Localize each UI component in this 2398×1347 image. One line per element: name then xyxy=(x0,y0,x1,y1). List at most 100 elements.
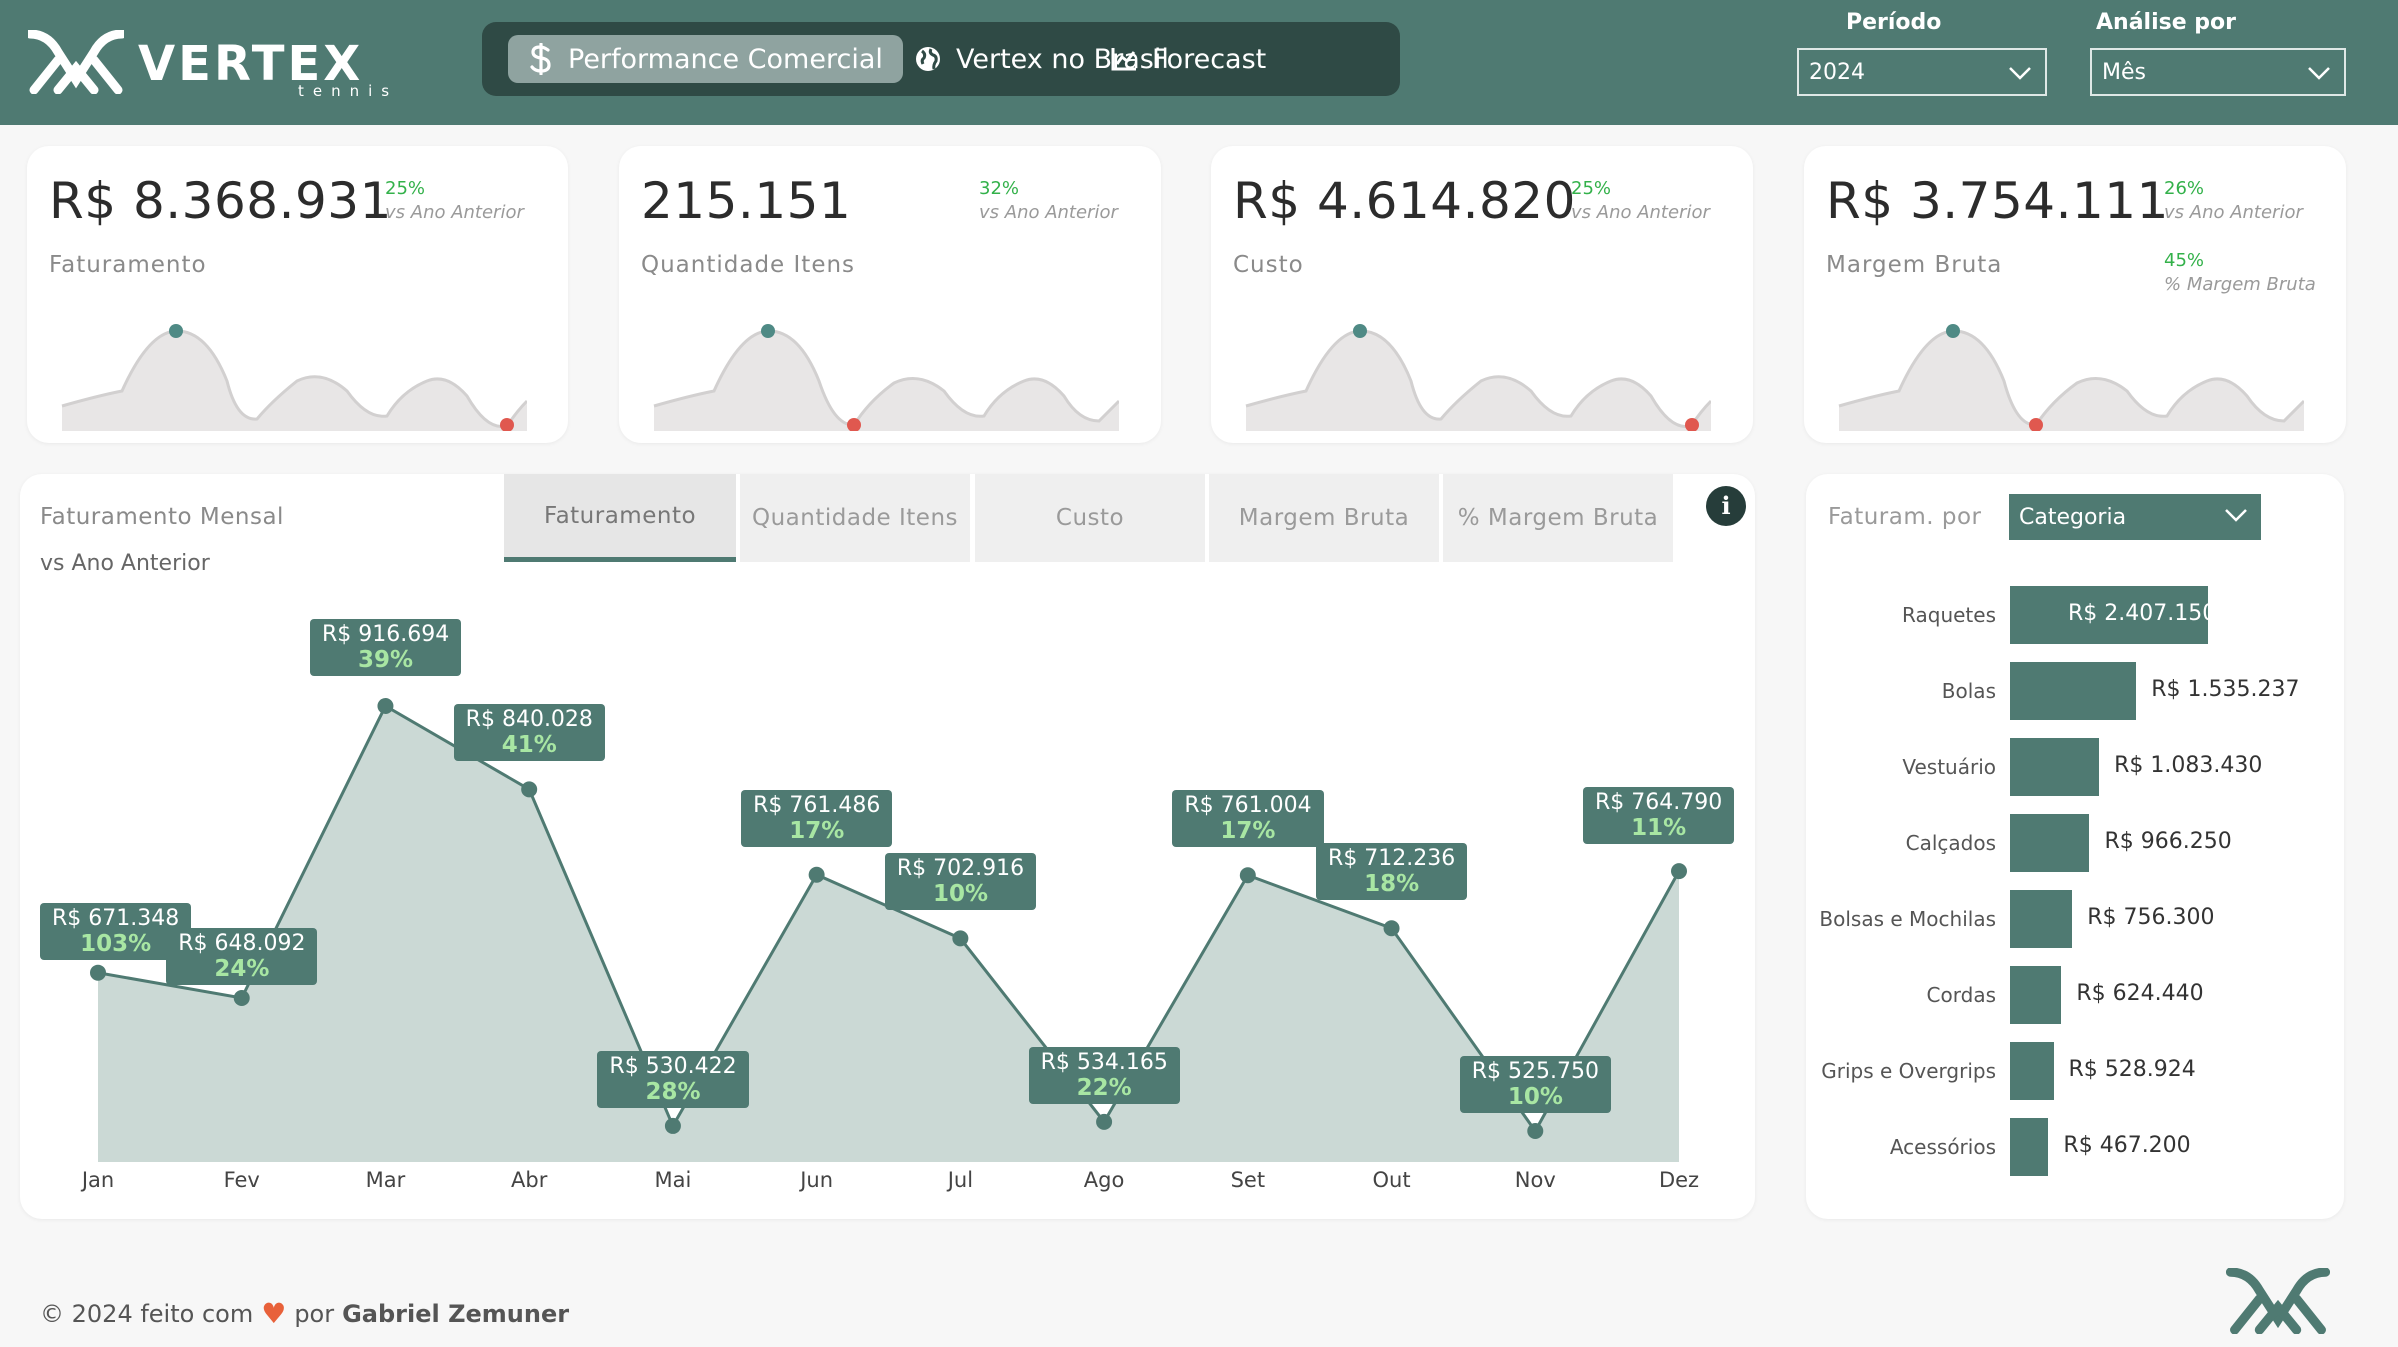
category-bar[interactable] xyxy=(2010,890,2073,948)
trend-chart-icon xyxy=(1111,48,1136,71)
data-label: R$ 712.236 18% xyxy=(1316,843,1468,901)
chart-title: Faturamento Mensal xyxy=(40,504,284,530)
data-label-value: R$ 761.004 xyxy=(1184,793,1312,819)
category-label: Cordas xyxy=(1926,983,1996,1007)
bar-value-label: R$ 966.250 xyxy=(2104,829,2232,854)
category-bar[interactable] xyxy=(2010,738,2100,796)
tab-margem-bruta[interactable]: Margem Bruta xyxy=(1209,474,1439,562)
category-bar[interactable] xyxy=(2010,586,2208,644)
x-tick-label: Jul xyxy=(947,1168,974,1192)
kpi-label: Custo xyxy=(1233,252,1304,278)
nav-label: Forecast xyxy=(1152,43,1267,75)
category-label: Grips e Overgrips xyxy=(1821,1059,1996,1083)
revenue-by-category-card: Faturam. por Categoria Raquetes R$ 2.407.… xyxy=(1806,474,2344,1219)
data-label: R$ 702.916 10% xyxy=(884,853,1037,911)
data-label-value: R$ 764.790 xyxy=(1595,790,1723,816)
data-label: R$ 530.422 28% xyxy=(597,1050,749,1108)
data-label-value: R$ 712.236 xyxy=(1328,846,1456,872)
data-label-value: R$ 671.348 xyxy=(52,905,180,931)
page-navigation: Performance Comercial Vertex no Brasil F… xyxy=(482,22,1400,96)
sparkline xyxy=(1245,324,1711,431)
category-bar[interactable] xyxy=(2010,966,2062,1024)
bar-value-label: R$ 528.924 xyxy=(2068,1057,2196,1082)
data-label-growth: 103% xyxy=(80,930,152,957)
dollar-icon xyxy=(530,43,551,75)
kpi-card-faturamento: R$ 8.368.931 Faturamento 25% vs Ano Ante… xyxy=(27,146,568,443)
bar-value-label: R$ 1.083.430 xyxy=(2114,753,2263,778)
data-label-growth: 28% xyxy=(645,1078,701,1105)
nav-forecast[interactable]: Forecast xyxy=(1090,35,1286,83)
brand-tagline: tennis xyxy=(298,82,399,100)
kpi-card-quantidade: 215.151 Quantidade Itens 32% vs Ano Ante… xyxy=(619,146,1161,443)
category-label: Vestuário xyxy=(1902,755,1996,779)
x-tick-label: Mai xyxy=(654,1168,692,1192)
data-label: R$ 525.750 10% xyxy=(1459,1056,1612,1113)
vertex-logo-mark-icon xyxy=(2226,1268,2330,1334)
periodo-value: 2024 xyxy=(1809,59,1865,85)
x-tick-label: Abr xyxy=(511,1168,548,1192)
data-label: R$ 534.165 22% xyxy=(1028,1046,1180,1104)
data-label: R$ 761.486 17% xyxy=(741,789,893,847)
kpi-growth-caption: vs Ano Anterior xyxy=(979,202,1118,223)
nav-performance-comercial[interactable]: Performance Comercial xyxy=(508,35,903,83)
kpi-growth-caption: vs Ano Anterior xyxy=(2164,202,2303,223)
x-tick-label: Nov xyxy=(1514,1168,1556,1192)
data-label-value: R$ 525.750 xyxy=(1471,1059,1600,1084)
kpi-margin-pct: 45% xyxy=(2164,250,2205,271)
data-label-value: R$ 761.486 xyxy=(753,792,881,818)
heart-icon: ♥ xyxy=(261,1297,287,1330)
category-bar[interactable] xyxy=(2010,1042,2054,1100)
bar-value-label: R$ 1.535.237 xyxy=(2151,677,2300,702)
sparkline xyxy=(653,324,1119,431)
data-label-growth: 39% xyxy=(358,647,414,673)
kpi-label: Margem Bruta xyxy=(1826,252,2003,278)
category-bar[interactable] xyxy=(2010,814,2090,872)
kpi-growth: 32% xyxy=(979,178,1020,199)
tab-pct-margem-bruta[interactable]: % Margem Bruta xyxy=(1443,474,1673,562)
x-tick-label: Mar xyxy=(365,1168,406,1192)
data-label-value: R$ 534.165 xyxy=(1040,1049,1168,1075)
chevron-down-icon xyxy=(2009,67,2031,80)
category-label: Bolsas e Mochilas xyxy=(1819,907,1996,931)
category-label: Bolas xyxy=(1941,679,1996,703)
x-tick-label: Out xyxy=(1372,1168,1411,1192)
kpi-value: R$ 8.368.931 xyxy=(49,172,392,230)
breakdown-dimension-dropdown[interactable]: Categoria xyxy=(2009,494,2261,540)
analise-value: Mês xyxy=(2102,59,2146,85)
data-label-value: R$ 648.092 xyxy=(178,931,306,956)
tab-quantidade-itens[interactable]: Quantidade Itens xyxy=(740,474,970,562)
periodo-label: Período xyxy=(1846,10,1942,35)
footer: © 2024 feito com ♥ por Gabriel Zemuner xyxy=(40,1297,569,1330)
data-label-growth: 17% xyxy=(1220,818,1276,845)
analise-dropdown[interactable]: Mês xyxy=(2090,48,2346,96)
bar-value-label: R$ 2.407.150 xyxy=(2068,601,2217,626)
sparkline xyxy=(1838,324,2304,431)
sparkline xyxy=(61,324,527,431)
tab-faturamento[interactable]: Faturamento xyxy=(504,474,736,562)
info-icon[interactable]: i xyxy=(1706,486,1746,526)
vertex-logo: VERTEX tennis xyxy=(28,30,428,100)
breakdown-dimension-value: Categoria xyxy=(2019,504,2127,530)
kpi-growth-caption: vs Ano Anterior xyxy=(385,202,524,223)
data-label-growth: 41% xyxy=(501,732,557,759)
chevron-down-icon xyxy=(2225,509,2247,522)
kpi-label: Faturamento xyxy=(49,252,207,278)
periodo-dropdown[interactable]: 2024 xyxy=(1797,48,2047,96)
kpi-growth: 25% xyxy=(385,178,426,199)
kpi-value: R$ 4.614.820 xyxy=(1233,172,1576,230)
category-bar[interactable] xyxy=(2010,1118,2049,1176)
data-label-growth: 18% xyxy=(1364,871,1420,898)
data-label-value: R$ 840.028 xyxy=(465,707,593,733)
kpi-label: Quantidade Itens xyxy=(641,252,856,278)
x-tick-label: Set xyxy=(1230,1168,1266,1192)
tab-custo[interactable]: Custo xyxy=(975,474,1205,562)
data-label: R$ 916.694 39% xyxy=(309,619,462,676)
data-label-value: R$ 916.694 xyxy=(321,622,450,647)
kpi-growth: 26% xyxy=(2164,178,2205,199)
category-label: Calçados xyxy=(1905,831,1996,855)
x-tick-label: Fev xyxy=(223,1168,260,1192)
category-label: Raquetes xyxy=(1902,603,1996,627)
category-bar[interactable] xyxy=(2010,662,2137,720)
kpi-card-custo: R$ 4.614.820 Custo 25% vs Ano Anterior xyxy=(1211,146,1753,443)
brand-name: VERTEX xyxy=(138,36,364,92)
